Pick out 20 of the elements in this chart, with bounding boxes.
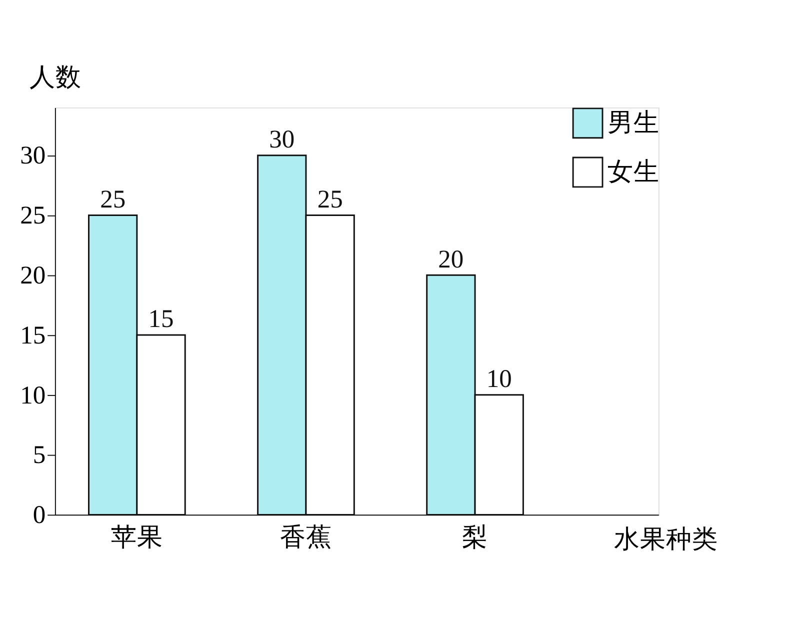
x-tick-label: 香蕉: [280, 522, 332, 552]
x-axis-title: 水果种类: [614, 524, 718, 554]
y-tick-label: 15: [20, 320, 46, 350]
data-label: 25: [317, 184, 343, 214]
y-tick-label: 0: [32, 500, 46, 530]
y-tick-label: 25: [20, 200, 46, 230]
legend-label: 女生: [607, 157, 660, 186]
y-tick-label: 30: [20, 140, 46, 170]
x-tick-label: 苹果: [110, 522, 163, 552]
legend-label: 男生: [607, 108, 660, 138]
y-tick-label: 5: [32, 440, 46, 470]
data-label: 10: [486, 364, 512, 394]
x-tick-label: 梨: [462, 522, 488, 552]
data-label: 30: [269, 124, 295, 154]
data-label: 20: [438, 244, 464, 274]
y-axis-title: 人数: [29, 62, 82, 92]
y-tick-label: 10: [20, 380, 46, 410]
y-tick-label: 20: [20, 260, 46, 290]
data-label: 25: [100, 184, 126, 214]
data-label: 15: [148, 304, 174, 334]
